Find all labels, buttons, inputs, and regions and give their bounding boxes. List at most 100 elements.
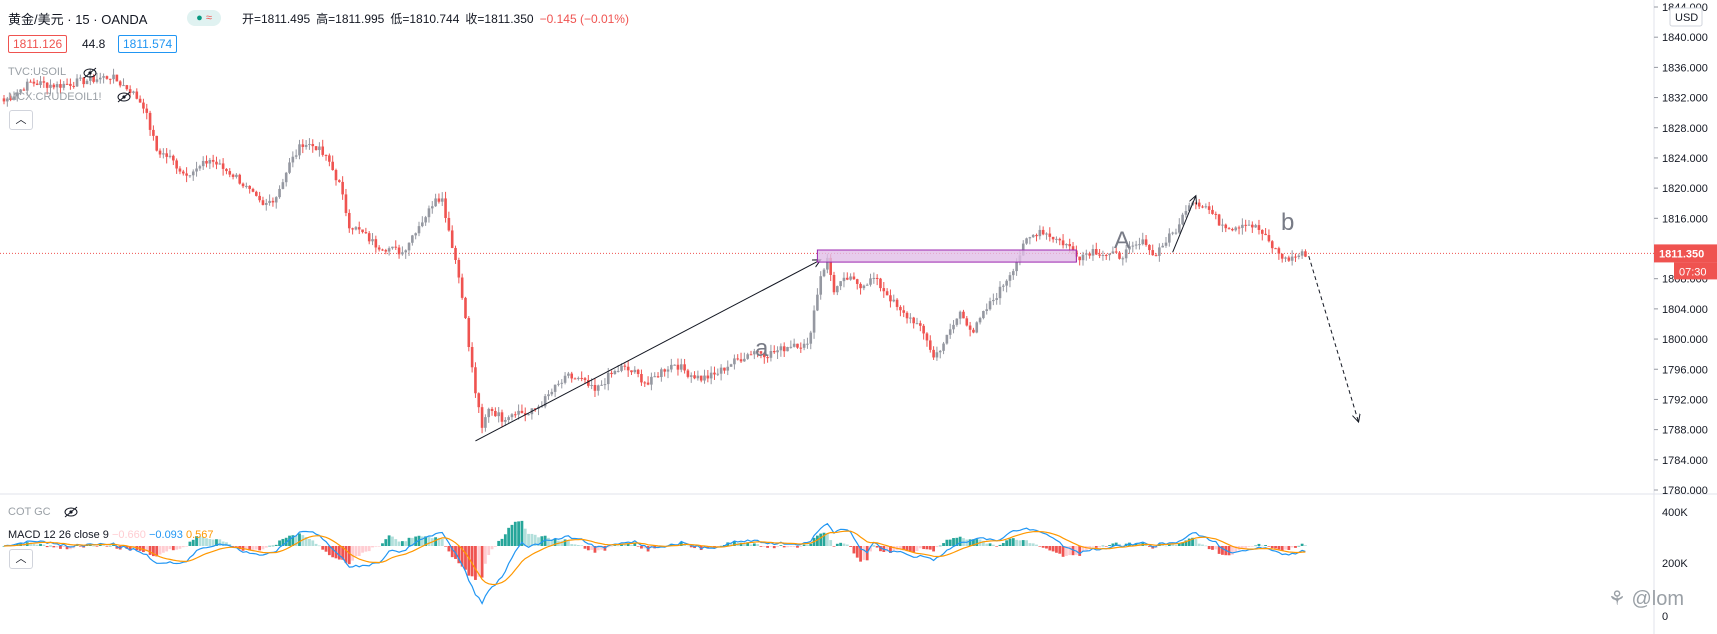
macd-hist-bar	[440, 538, 444, 546]
macd-hist-bar	[1247, 546, 1251, 547]
hidden-eye-icon[interactable]	[63, 506, 79, 518]
status-dots[interactable]: ● ≈	[187, 9, 221, 26]
candle-body	[1290, 256, 1294, 261]
macd-hist-bar	[45, 546, 49, 548]
candle-body	[938, 350, 942, 353]
candle-body	[1284, 257, 1287, 259]
candle-body	[311, 144, 315, 147]
macd-hist-bar	[161, 546, 165, 553]
candle-body	[832, 274, 836, 293]
macd-hist-bar	[782, 546, 786, 548]
candle-body	[32, 81, 36, 84]
candle-body	[175, 160, 178, 169]
macd-hist-bar	[29, 542, 32, 546]
overlay-tvc-label[interactable]: TVC:USOIL	[8, 66, 67, 78]
candle-body	[716, 373, 720, 375]
candle-body	[796, 343, 799, 348]
candle-body	[1088, 253, 1091, 256]
macd-hist-bar	[493, 546, 497, 547]
macd-hist-bar	[1280, 546, 1284, 551]
macd-hist-bar	[729, 542, 733, 546]
macd-hist-bar	[384, 539, 388, 546]
candle-body	[869, 278, 872, 285]
candle-body	[560, 382, 564, 384]
hidden-eye-icon[interactable]	[116, 91, 132, 103]
candle-body	[902, 310, 906, 313]
macd-hist-bar	[859, 546, 862, 562]
macd-hist-bar	[274, 544, 278, 546]
macd-hist-bar	[1018, 540, 1022, 546]
low-value: 低=1810.744	[390, 12, 460, 26]
macd-hist-bar	[42, 544, 46, 546]
macd-hist-bar	[331, 546, 335, 558]
candle-body	[1078, 256, 1081, 261]
candle-body	[1211, 209, 1214, 214]
candle-body	[839, 281, 842, 287]
candle-body	[394, 246, 398, 248]
macd-hist-bar	[825, 533, 829, 546]
price-tick-label: 1824.000	[1662, 153, 1708, 165]
overlay-mcx-label[interactable]: MCX:CRUDEOIL1!	[8, 91, 102, 103]
macd-hist-bar	[975, 539, 979, 546]
candle-body	[440, 198, 444, 202]
candle-body	[1234, 227, 1238, 231]
ask-button[interactable]: 1811.574	[118, 35, 178, 53]
macd-hist-bar	[98, 544, 102, 546]
hidden-eye-icon[interactable]	[82, 67, 98, 79]
interval[interactable]: 15	[75, 12, 90, 27]
candle-body	[806, 343, 809, 345]
candle-body	[477, 393, 481, 408]
candle-body	[165, 153, 168, 157]
macd-hist-bar	[533, 534, 537, 546]
candle-body	[587, 379, 590, 386]
macd-hist-bar	[1274, 546, 1277, 549]
symbol-name[interactable]: 黄金/美元	[8, 12, 64, 27]
candle-body	[998, 286, 1002, 299]
candle-body	[1241, 224, 1244, 228]
candle-body	[132, 91, 135, 93]
macd-hist-bar	[835, 543, 839, 546]
cot-label[interactable]: COT GC	[8, 506, 51, 518]
candle-body	[497, 412, 500, 417]
macd-hist-bar	[796, 546, 799, 548]
candle-body	[128, 89, 132, 93]
volume-tick-label: 400K	[1662, 507, 1688, 519]
candle-body	[912, 317, 915, 324]
macd-legend[interactable]: MACD 12 26 close 9 −0.660 −0.093 0.567	[8, 529, 214, 541]
candle-body	[1177, 224, 1181, 233]
candle-body	[1194, 202, 1198, 204]
macd-hist-bar	[115, 546, 119, 549]
macd-hist-bar	[281, 538, 285, 546]
candle-body	[633, 369, 637, 373]
macd-hist-bar	[221, 541, 225, 546]
collapse-indicator-button[interactable]: ︿	[9, 549, 33, 569]
symbol-header[interactable]: 黄金/美元 · 15 · OANDA	[8, 12, 148, 27]
macd-hist-bar	[855, 546, 859, 558]
currency-button[interactable]	[1669, 7, 1703, 27]
candle-body	[361, 229, 364, 233]
bid-button[interactable]: 1811.126	[8, 35, 68, 53]
candle-body	[284, 172, 288, 183]
macd-hist-bar	[530, 533, 534, 546]
candle-body	[447, 217, 451, 231]
macd-hist-bar	[1240, 546, 1244, 549]
macd-hist-bar	[477, 546, 481, 577]
macd-hist-bar	[616, 545, 620, 547]
macd-hist-bar	[347, 546, 351, 565]
macd-hist-bar	[523, 528, 527, 546]
candle-body	[298, 144, 301, 156]
macd-hist-bar	[457, 546, 461, 564]
candle-body	[218, 163, 222, 165]
candle-body	[201, 160, 205, 167]
candle-body	[231, 174, 235, 177]
candle-body	[347, 212, 351, 229]
candle-body	[1048, 233, 1052, 237]
macd-hist-bar	[447, 546, 451, 552]
candle-body	[583, 378, 587, 380]
collapse-legend-button[interactable]: ︿	[9, 110, 33, 130]
candle-body	[842, 277, 846, 282]
candle-body	[261, 200, 265, 205]
macd-hist-bar	[145, 546, 149, 552]
candle-body	[155, 135, 159, 151]
